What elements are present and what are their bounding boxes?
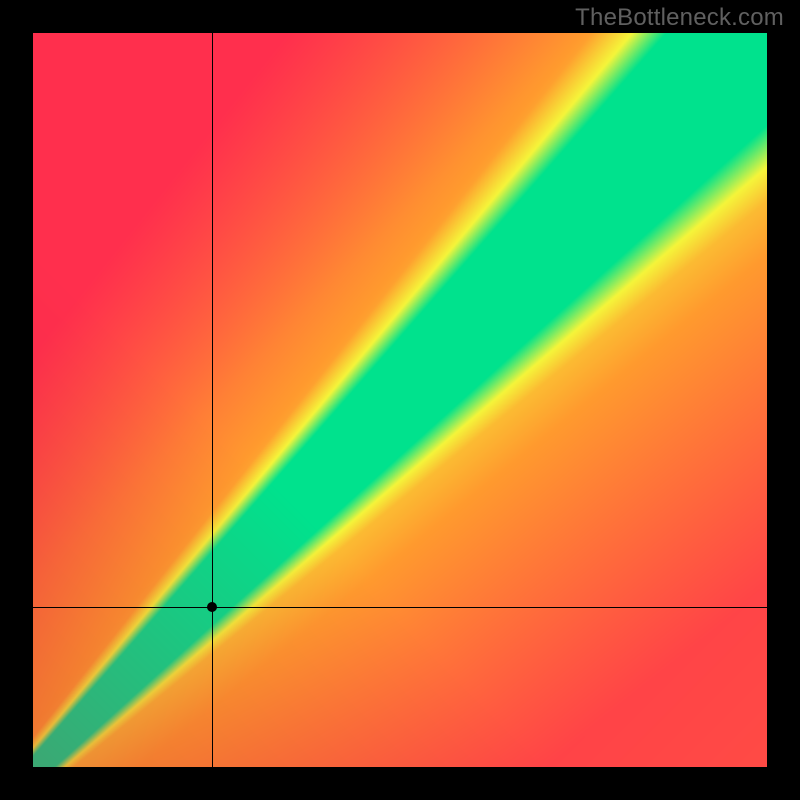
plot-area [33, 33, 767, 767]
crosshair-vertical [212, 33, 213, 767]
watermark-text: TheBottleneck.com [575, 4, 784, 32]
chart-container: TheBottleneck.com [0, 0, 800, 800]
heatmap-canvas [33, 33, 767, 767]
crosshair-horizontal [33, 607, 767, 608]
selection-marker[interactable] [207, 602, 217, 612]
